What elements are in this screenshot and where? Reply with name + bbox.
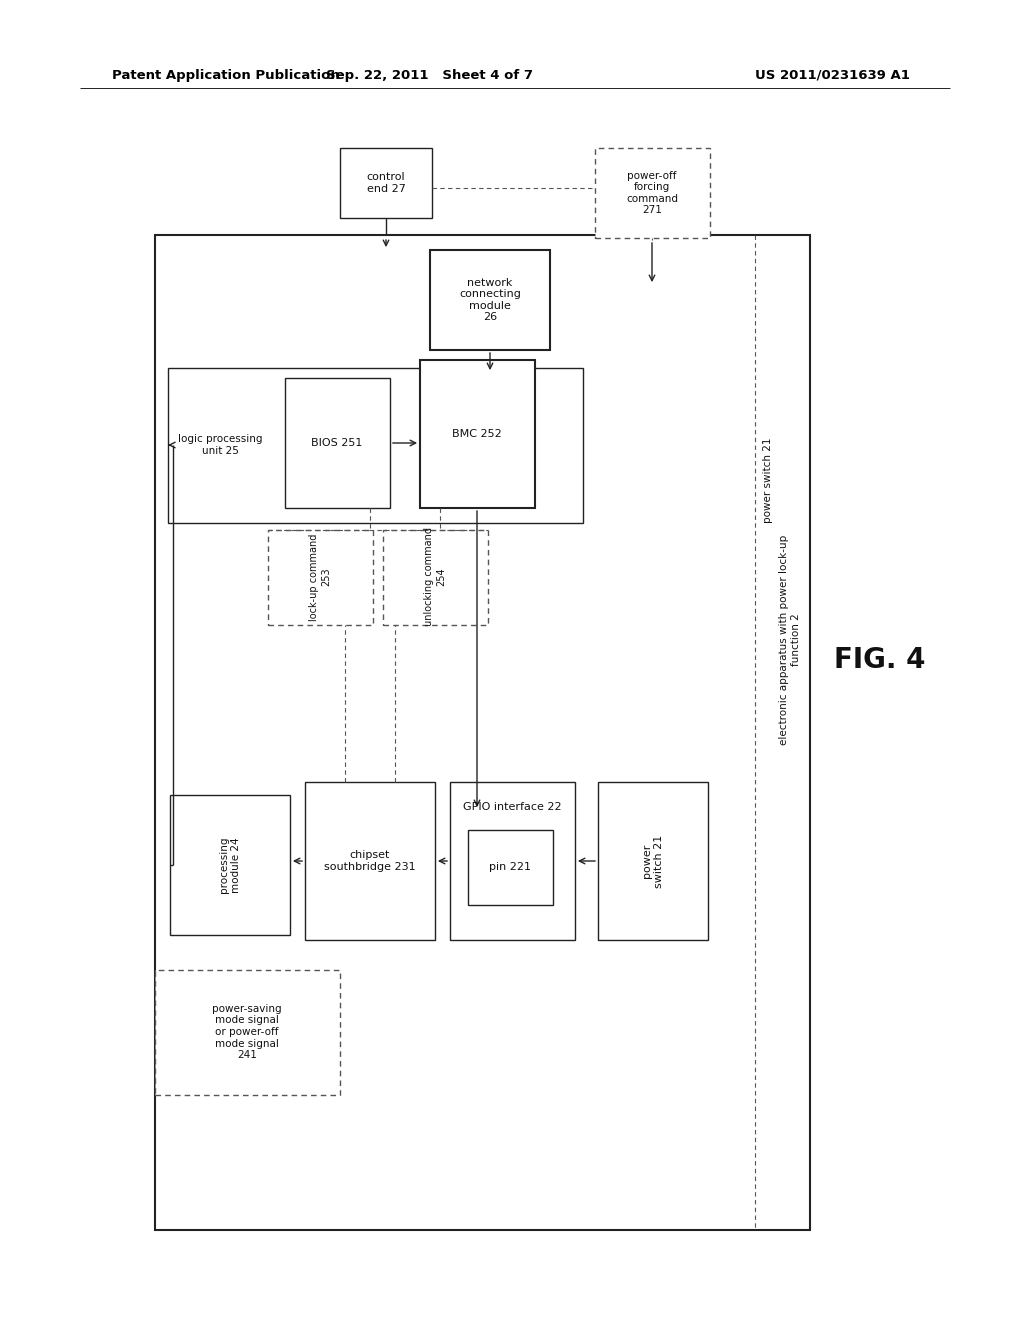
Text: BIOS 251: BIOS 251 — [311, 438, 362, 447]
Bar — [155, 970, 340, 1096]
Text: power
switch 21: power switch 21 — [642, 834, 664, 887]
Text: US 2011/0231639 A1: US 2011/0231639 A1 — [755, 69, 910, 82]
Bar — [468, 830, 553, 906]
Text: GPIO interface 22: GPIO interface 22 — [463, 803, 561, 812]
Text: chipset
southbridge 231: chipset southbridge 231 — [325, 850, 416, 871]
Bar — [595, 148, 710, 238]
Text: processing
module 24: processing module 24 — [219, 837, 241, 894]
Bar — [170, 795, 290, 935]
Text: unlocking command
254: unlocking command 254 — [424, 528, 445, 627]
Text: logic processing
unit 25: logic processing unit 25 — [178, 434, 262, 455]
Bar — [383, 531, 488, 624]
Bar — [450, 781, 575, 940]
Text: power switch 21: power switch 21 — [763, 437, 773, 523]
Bar — [285, 378, 390, 508]
Text: Sep. 22, 2011   Sheet 4 of 7: Sep. 22, 2011 Sheet 4 of 7 — [327, 69, 534, 82]
Bar — [340, 148, 432, 218]
Bar — [155, 235, 810, 1230]
Bar — [430, 249, 550, 350]
Bar — [305, 781, 435, 940]
Text: FIG. 4: FIG. 4 — [835, 645, 926, 675]
Text: pin 221: pin 221 — [489, 862, 531, 873]
Text: lock-up command
253: lock-up command 253 — [309, 533, 331, 620]
Text: network
connecting
module
26: network connecting module 26 — [459, 277, 521, 322]
Bar — [168, 368, 583, 523]
Bar — [420, 360, 535, 508]
Text: control
end 27: control end 27 — [367, 172, 406, 194]
Text: power-saving
mode signal
or power-off
mode signal
241: power-saving mode signal or power-off mo… — [212, 1003, 282, 1060]
Bar — [598, 781, 708, 940]
Text: electronic apparatus with power lock-up
function 2: electronic apparatus with power lock-up … — [779, 535, 801, 744]
Text: power-off
forcing
command
271: power-off forcing command 271 — [626, 170, 678, 215]
Text: Patent Application Publication: Patent Application Publication — [112, 69, 340, 82]
Bar — [268, 531, 373, 624]
Text: BMC 252: BMC 252 — [453, 429, 502, 440]
